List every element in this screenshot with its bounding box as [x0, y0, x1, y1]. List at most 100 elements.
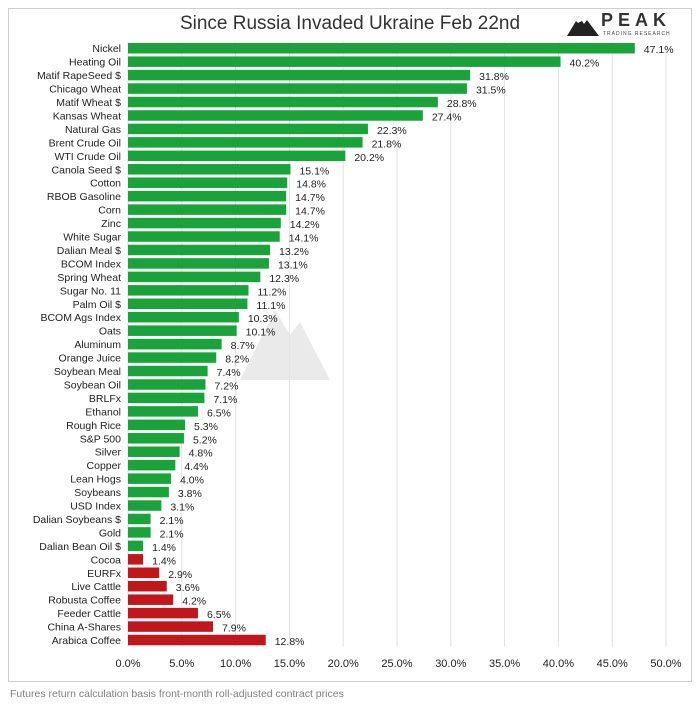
logo-name: PEAK	[601, 10, 672, 30]
value-label: 14.1%	[289, 233, 319, 245]
category-label: Orange Juice	[59, 353, 122, 365]
value-label: 2.1%	[160, 528, 184, 540]
category-label: Heating Oil	[69, 57, 121, 69]
x-tick-label: 5.0%	[169, 658, 194, 670]
bar	[128, 473, 172, 484]
bar	[128, 204, 287, 215]
value-label: 10.3%	[248, 313, 278, 325]
category-label: Brent Crude Oil	[49, 137, 121, 149]
category-label: USD Index	[70, 501, 122, 513]
category-label: Gold	[99, 527, 121, 539]
bar	[128, 500, 162, 511]
bar	[128, 352, 217, 363]
category-label: White Sugar	[63, 232, 121, 244]
bar	[128, 96, 438, 108]
bar	[128, 298, 248, 310]
category-label: Sugar No. 11	[60, 285, 121, 297]
value-label: 4.4%	[184, 461, 208, 473]
bar	[128, 190, 287, 202]
category-label: Lean Hogs	[70, 474, 121, 486]
x-tick-label: 45.0%	[597, 658, 628, 670]
category-label: Robusta Coffee	[48, 595, 121, 607]
category-label: China A-Shares	[47, 622, 121, 634]
category-label: Feeder Cattle	[57, 608, 121, 620]
category-label: Soybeans	[74, 487, 121, 499]
value-label: 7.4%	[217, 367, 241, 379]
value-label: 14.7%	[295, 206, 325, 218]
category-label: Rough Rice	[66, 420, 121, 432]
bar	[128, 621, 214, 632]
value-label: 10.1%	[246, 327, 276, 339]
category-label: Dalian Bean Oil $	[39, 541, 121, 553]
category-label: Kansas Wheat	[53, 110, 121, 122]
bar	[128, 56, 561, 67]
category-label: Live Cattle	[71, 581, 121, 593]
category-label: BCOM Index	[61, 258, 122, 270]
category-label: RBOB Gasoline	[47, 191, 121, 203]
value-label: 12.3%	[269, 273, 299, 285]
bar	[128, 486, 169, 498]
x-tick-label: 15.0%	[274, 658, 305, 670]
value-label: 8.2%	[225, 354, 249, 366]
value-label: 13.1%	[278, 259, 308, 271]
category-label: Aluminum	[74, 339, 121, 351]
value-label: 1.4%	[152, 542, 176, 554]
category-label: Spring Wheat	[57, 272, 121, 284]
category-label: Corn	[98, 205, 121, 217]
bar	[128, 231, 280, 242]
bar	[128, 554, 144, 565]
value-label: 4.0%	[180, 475, 204, 487]
value-label: 22.3%	[377, 125, 407, 137]
value-label: 21.8%	[372, 138, 402, 150]
bar	[128, 137, 363, 148]
value-label: 7.9%	[222, 623, 246, 635]
peak-logo: PEAK TRADING RESEARCH	[567, 10, 689, 40]
chart-title: Since Russia Invaded Ukraine Feb 22nd	[179, 13, 521, 34]
value-label: 28.8%	[447, 98, 477, 110]
bar	[128, 580, 167, 592]
category-label: BRLFx	[89, 393, 122, 405]
bar	[128, 150, 346, 162]
value-label: 6.5%	[207, 609, 231, 621]
bar	[128, 540, 144, 552]
value-label: 2.1%	[160, 515, 184, 527]
bar	[128, 527, 151, 538]
value-label: 47.1%	[644, 44, 674, 56]
bar	[128, 244, 271, 256]
category-label: Cotton	[90, 178, 121, 190]
value-label: 6.5%	[207, 407, 231, 419]
value-label: 13.2%	[279, 246, 309, 258]
bar	[128, 392, 205, 404]
value-label: 4.2%	[182, 596, 206, 608]
category-label: Nickel	[92, 43, 121, 55]
x-tick-label: 50.0%	[650, 658, 681, 670]
category-label: S&P 500	[80, 433, 121, 445]
value-label: 14.2%	[290, 219, 320, 231]
category-label: Dalian Soybeans $	[33, 514, 121, 526]
bar	[128, 83, 467, 94]
bar	[128, 42, 635, 54]
value-label: 3.1%	[170, 502, 194, 514]
category-label: Matif RapeSeed $	[37, 70, 121, 82]
value-label: 14.7%	[295, 192, 325, 204]
category-label: Oats	[99, 326, 121, 338]
bar	[128, 110, 423, 121]
category-label: Soybean Oil	[64, 379, 121, 391]
bar	[128, 311, 239, 323]
value-label: 7.1%	[213, 394, 237, 406]
category-label: Cocoa	[91, 554, 122, 566]
bar	[128, 513, 151, 525]
value-label: 5.2%	[193, 434, 217, 446]
x-tick-label: 10.0%	[220, 658, 251, 670]
value-label: 27.4%	[432, 111, 462, 123]
value-label: 8.7%	[231, 340, 255, 352]
x-axis-ticks: 0.0% 5.0% 10.0% 15.0% 20.0% 25.0% 30.0% 35.0% 40…	[115, 658, 681, 670]
category-label: Natural Gas	[65, 124, 121, 136]
value-label: 20.2%	[354, 152, 384, 164]
category-label: Zinc	[101, 218, 121, 230]
bar	[128, 258, 269, 269]
value-label: 11.2%	[258, 286, 287, 298]
bar	[128, 338, 222, 350]
category-label: BCOM Ags Index	[40, 312, 121, 324]
